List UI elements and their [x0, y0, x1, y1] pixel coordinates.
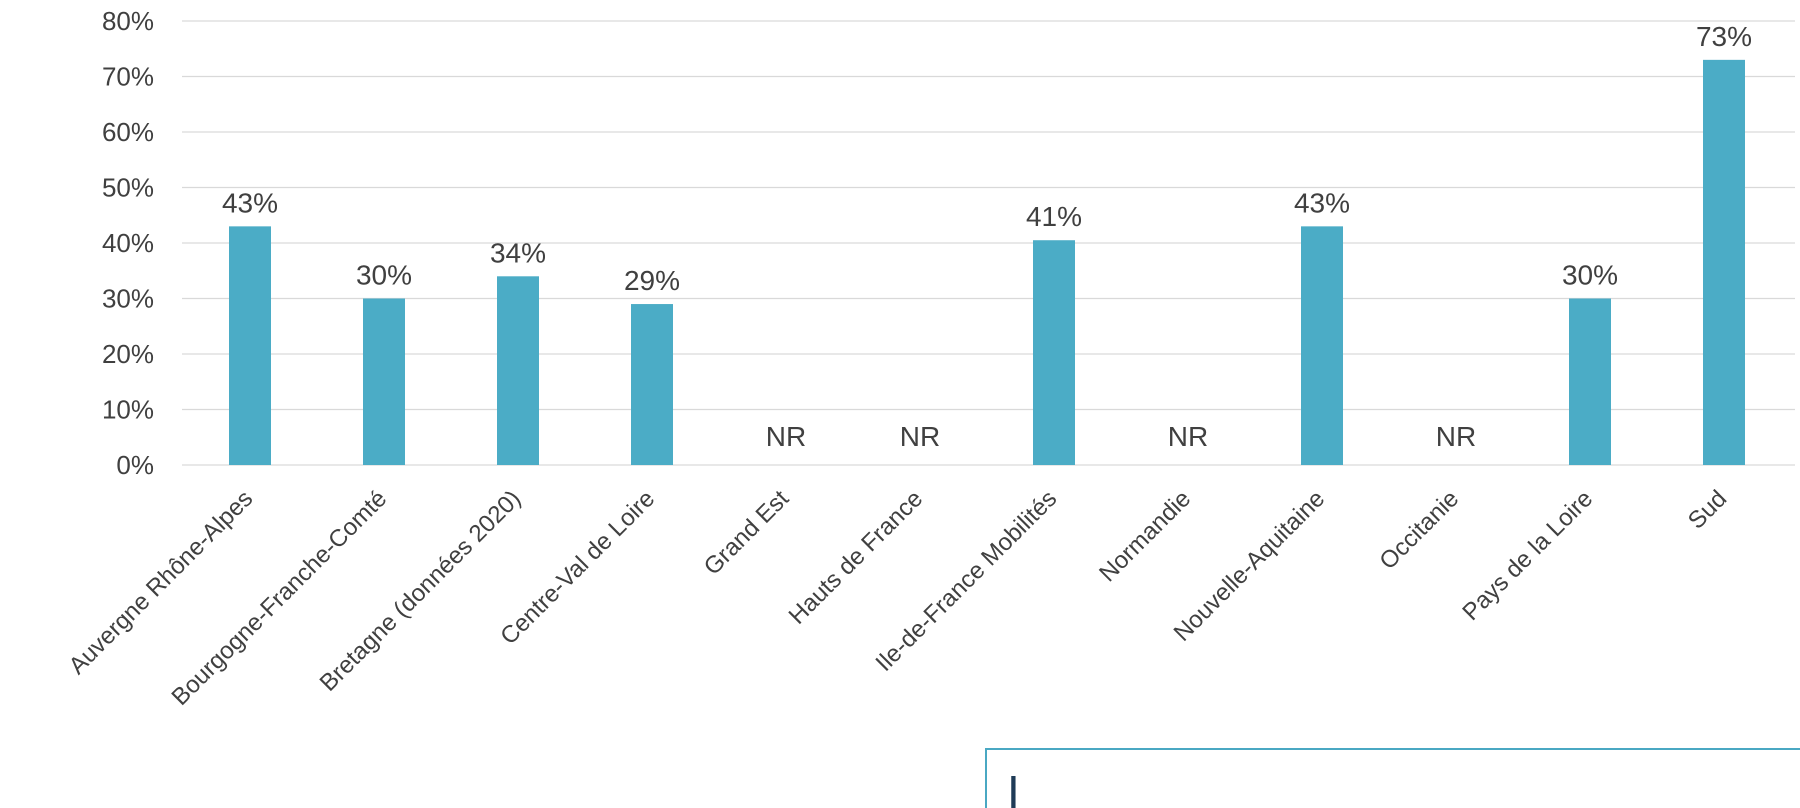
gridlines [182, 20, 1795, 466]
bar [363, 298, 405, 465]
data-label: NR [766, 421, 806, 452]
y-tick-label: 10% [102, 395, 154, 425]
data-label: NR [900, 421, 940, 452]
bar [229, 226, 271, 465]
bar [1033, 240, 1075, 465]
bar [1301, 226, 1343, 465]
data-label: 43% [1294, 187, 1350, 218]
bar [1569, 298, 1611, 465]
x-tick-label: Sud [1683, 485, 1732, 534]
x-axis-tick-labels: Auvergne Rhône-AlpesBourgogne-Franche-Co… [64, 485, 1733, 711]
y-tick-label: 0% [116, 450, 154, 480]
data-label: 30% [356, 260, 412, 291]
y-tick-label: 30% [102, 284, 154, 314]
y-tick-label: 50% [102, 173, 154, 203]
y-tick-label: 80% [102, 6, 154, 36]
data-label: 41% [1026, 201, 1082, 232]
data-label: 34% [490, 237, 546, 268]
x-tick-label: Normandie [1094, 485, 1196, 587]
y-tick-label: 40% [102, 228, 154, 258]
data-label: 30% [1562, 260, 1618, 291]
bar [631, 304, 673, 465]
bars [229, 59, 1745, 465]
bar [1703, 59, 1745, 465]
y-axis-tick-labels: 0% 10% 20% 30% 40% 50% 60% 70% 80% [102, 6, 154, 480]
data-labels: 43% 30% 34% 29% NR NR 41% NR 43% NR 30% 73% [222, 21, 1752, 452]
bar [497, 276, 539, 465]
x-tick-label: Bourgogne-Franche-Comté [167, 485, 393, 711]
note-text: I [1007, 766, 1020, 808]
bar-chart: 0% 10% 20% 30% 40% 50% 60% 70% 80% 43% 30% 34% 29% N… [64, 6, 1795, 711]
data-label: NR [1436, 421, 1476, 452]
data-label: 73% [1696, 21, 1752, 52]
note-box: I [985, 748, 1800, 808]
x-tick-label: Grand Est [699, 485, 795, 581]
data-label: NR [1168, 421, 1208, 452]
x-tick-label: Occitanie [1374, 485, 1464, 575]
y-tick-label: 60% [102, 117, 154, 147]
x-tick-label: Nouvelle-Aquitaine [1169, 485, 1331, 647]
x-tick-label: Hauts de France [784, 485, 929, 630]
data-label: 29% [624, 265, 680, 296]
y-tick-label: 20% [102, 339, 154, 369]
data-label: 43% [222, 187, 278, 218]
x-tick-label: Pays de la Loire [1457, 485, 1598, 626]
y-tick-label: 70% [102, 62, 154, 92]
